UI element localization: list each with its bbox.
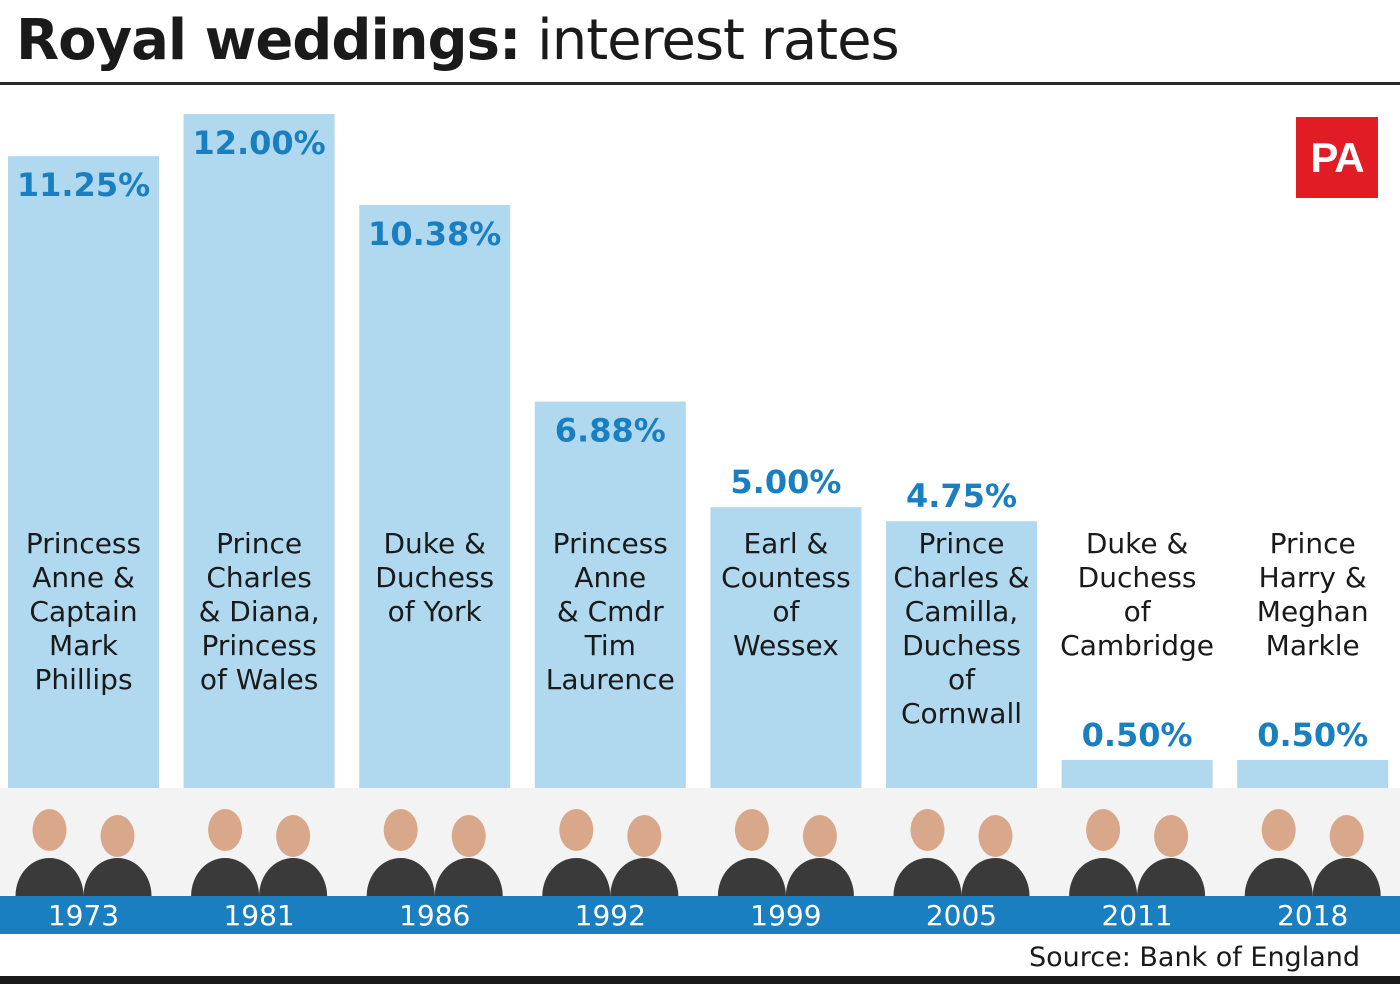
- couple-label-line: Duchess: [902, 629, 1021, 662]
- couple-label-line: Charles: [206, 561, 312, 594]
- couple-label-line: Markle: [1266, 629, 1360, 662]
- couple-label-line: Cambridge: [1060, 629, 1214, 662]
- value-label: 0.50%: [1257, 716, 1368, 754]
- value-label: 10.38%: [368, 215, 501, 253]
- couple-label-line: Wessex: [733, 629, 839, 662]
- bar-2005: [886, 521, 1037, 788]
- year-label: 1992: [575, 899, 646, 932]
- year-label: 1981: [223, 899, 294, 932]
- couple-label-line: of: [948, 663, 976, 696]
- couple-label-line: of: [772, 595, 800, 628]
- couple-label-line: Harry &: [1259, 561, 1367, 594]
- couple-label-line: Anne &: [32, 561, 135, 594]
- couple-label-line: Duke &: [1086, 527, 1188, 560]
- couple-label-line: Prince: [216, 527, 302, 560]
- source-note: Source: Bank of England: [1028, 942, 1360, 973]
- couple-label-line: Meghan: [1257, 595, 1369, 628]
- couple-label-line: Mark: [49, 629, 119, 662]
- couple-label-line: Prince: [918, 527, 1004, 560]
- couple-label-line: of York: [388, 595, 483, 628]
- bar-1986: [359, 204, 511, 789]
- value-label: 0.50%: [1082, 716, 1193, 754]
- couple-label-line: Earl &: [743, 527, 828, 560]
- pa-logo: PA: [1296, 117, 1378, 198]
- couple-label-line: & Cmdr: [557, 595, 664, 628]
- bar-1999: [710, 507, 862, 788]
- value-label: 5.00%: [730, 463, 841, 501]
- value-label: 6.88%: [555, 412, 666, 450]
- value-label: 4.75%: [906, 477, 1017, 515]
- year-label: 1986: [399, 899, 470, 932]
- year-label: 1973: [48, 899, 119, 932]
- bar-2018: [1237, 759, 1389, 788]
- bar-1973: [8, 156, 159, 788]
- couple-label-line: Prince: [1270, 527, 1356, 560]
- couple-label-line: Phillips: [34, 663, 132, 696]
- couple-label-line: Cornwall: [901, 697, 1022, 730]
- bar-2011: [1061, 759, 1213, 788]
- year-axis-band: [0, 896, 1400, 934]
- bottom-rule: [0, 976, 1400, 984]
- year-label: 2011: [1101, 899, 1172, 932]
- title-bold: Royal weddings:: [16, 8, 521, 73]
- value-label: 11.25%: [17, 166, 150, 204]
- year-label: 1999: [750, 899, 821, 932]
- couple-label-line: Charles &: [893, 561, 1029, 594]
- couple-label-line: of: [1124, 595, 1152, 628]
- couple-label-line: Duke &: [383, 527, 485, 560]
- year-label: 2005: [926, 899, 997, 932]
- couple-label-line: Countess: [721, 561, 851, 594]
- couple-label-line: Tim: [584, 629, 636, 662]
- value-label: 12.00%: [192, 124, 325, 162]
- bar-1992: [534, 401, 686, 788]
- couple-label-line: Princess: [26, 527, 141, 560]
- couple-label-line: Camilla,: [905, 595, 1018, 628]
- chart-title: Royal weddings: interest rates: [16, 6, 900, 76]
- year-label: 2018: [1277, 899, 1348, 932]
- top-rule: [0, 82, 1400, 85]
- couple-label-line: Princess: [553, 527, 668, 560]
- couple-label-line: Duchess: [1078, 561, 1197, 594]
- title-light: interest rates: [537, 8, 900, 73]
- bar-1981: [183, 114, 335, 788]
- couple-label-line: of Wales: [200, 663, 319, 696]
- couple-label-line: Princess: [201, 629, 316, 662]
- couple-label-line: & Diana,: [199, 595, 320, 628]
- couple-label-line: Laurence: [546, 663, 675, 696]
- couple-label-line: Anne: [574, 561, 646, 594]
- couple-label-line: Captain: [29, 595, 137, 628]
- couple-label-line: Duchess: [375, 561, 494, 594]
